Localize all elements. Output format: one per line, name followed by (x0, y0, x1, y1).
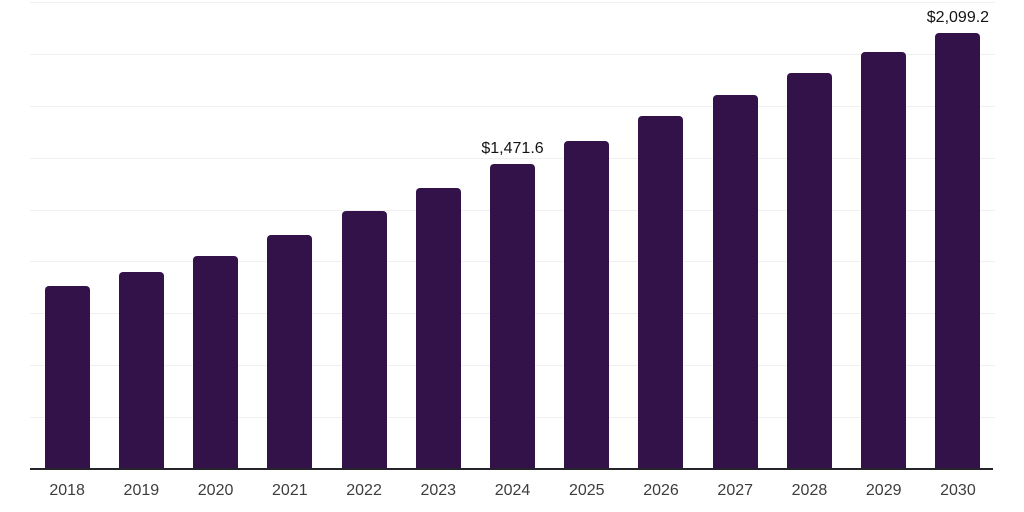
bar-2019[interactable] (118, 272, 164, 469)
bar-2024[interactable] (490, 163, 536, 469)
bar-group-2030: $2,099.2 (921, 0, 995, 469)
bar-2018[interactable] (44, 286, 90, 469)
gridline-1500 (30, 157, 995, 159)
bar-2022[interactable] (341, 211, 387, 469)
bar-value-label-2030: $2,099.2 (926, 9, 990, 27)
bar-2027[interactable] (712, 94, 758, 469)
x-tick-2027: 2027 (717, 482, 754, 499)
bar-group-2024: $1,471.6 (475, 0, 549, 469)
x-tick-2020: 2020 (197, 482, 234, 499)
x-tick-2022: 2022 (346, 482, 382, 499)
bar-group-2027 (698, 0, 772, 469)
gridline-2000 (30, 53, 995, 55)
bar-group-2025 (550, 0, 624, 469)
bar-2028[interactable] (786, 72, 832, 469)
x-tick-2021: 2021 (272, 482, 308, 499)
x-tick-2026: 2026 (643, 482, 679, 499)
bar-2023[interactable] (415, 187, 461, 469)
x-tick-2024: 2024 (494, 482, 531, 499)
bar-2030[interactable] (935, 33, 981, 469)
x-tick-2023: 2023 (420, 482, 457, 499)
bar-group-2026 (624, 0, 698, 469)
bar-group-2020 (178, 0, 252, 469)
bar-group-2022 (327, 0, 401, 469)
bar-group-2023 (401, 0, 475, 469)
bar-group-2028 (772, 0, 846, 469)
bar-group-2029 (847, 0, 921, 469)
gridline-1750 (30, 105, 995, 107)
x-axis-line (30, 468, 993, 470)
bar-2021[interactable] (267, 234, 313, 469)
bar-group-2021 (253, 0, 327, 469)
bar-2020[interactable] (193, 256, 239, 469)
bar-group-2019 (104, 0, 178, 469)
x-tick-2019: 2019 (123, 482, 160, 499)
bar-group-2018 (30, 0, 104, 469)
x-tick-2018: 2018 (49, 482, 85, 499)
bar-2029[interactable] (861, 51, 907, 469)
bar-2025[interactable] (564, 140, 610, 469)
bar-value-label-2024: $1,471.6 (481, 139, 544, 157)
x-tick-2025: 2025 (568, 482, 605, 499)
bar-2026[interactable] (638, 115, 684, 469)
x-tick-2029: 2029 (865, 482, 902, 499)
gridline-2250 (30, 2, 995, 3)
plot-area: $1,471.6 $2,099.2 (30, 0, 995, 469)
x-axis-tick-labels: 2018 2019 2020 2021 2022 2023 2024 2025 2026 2027… (30, 481, 995, 500)
x-tick-2028: 2028 (791, 482, 828, 499)
x-tick-2030: 2030 (940, 482, 976, 499)
